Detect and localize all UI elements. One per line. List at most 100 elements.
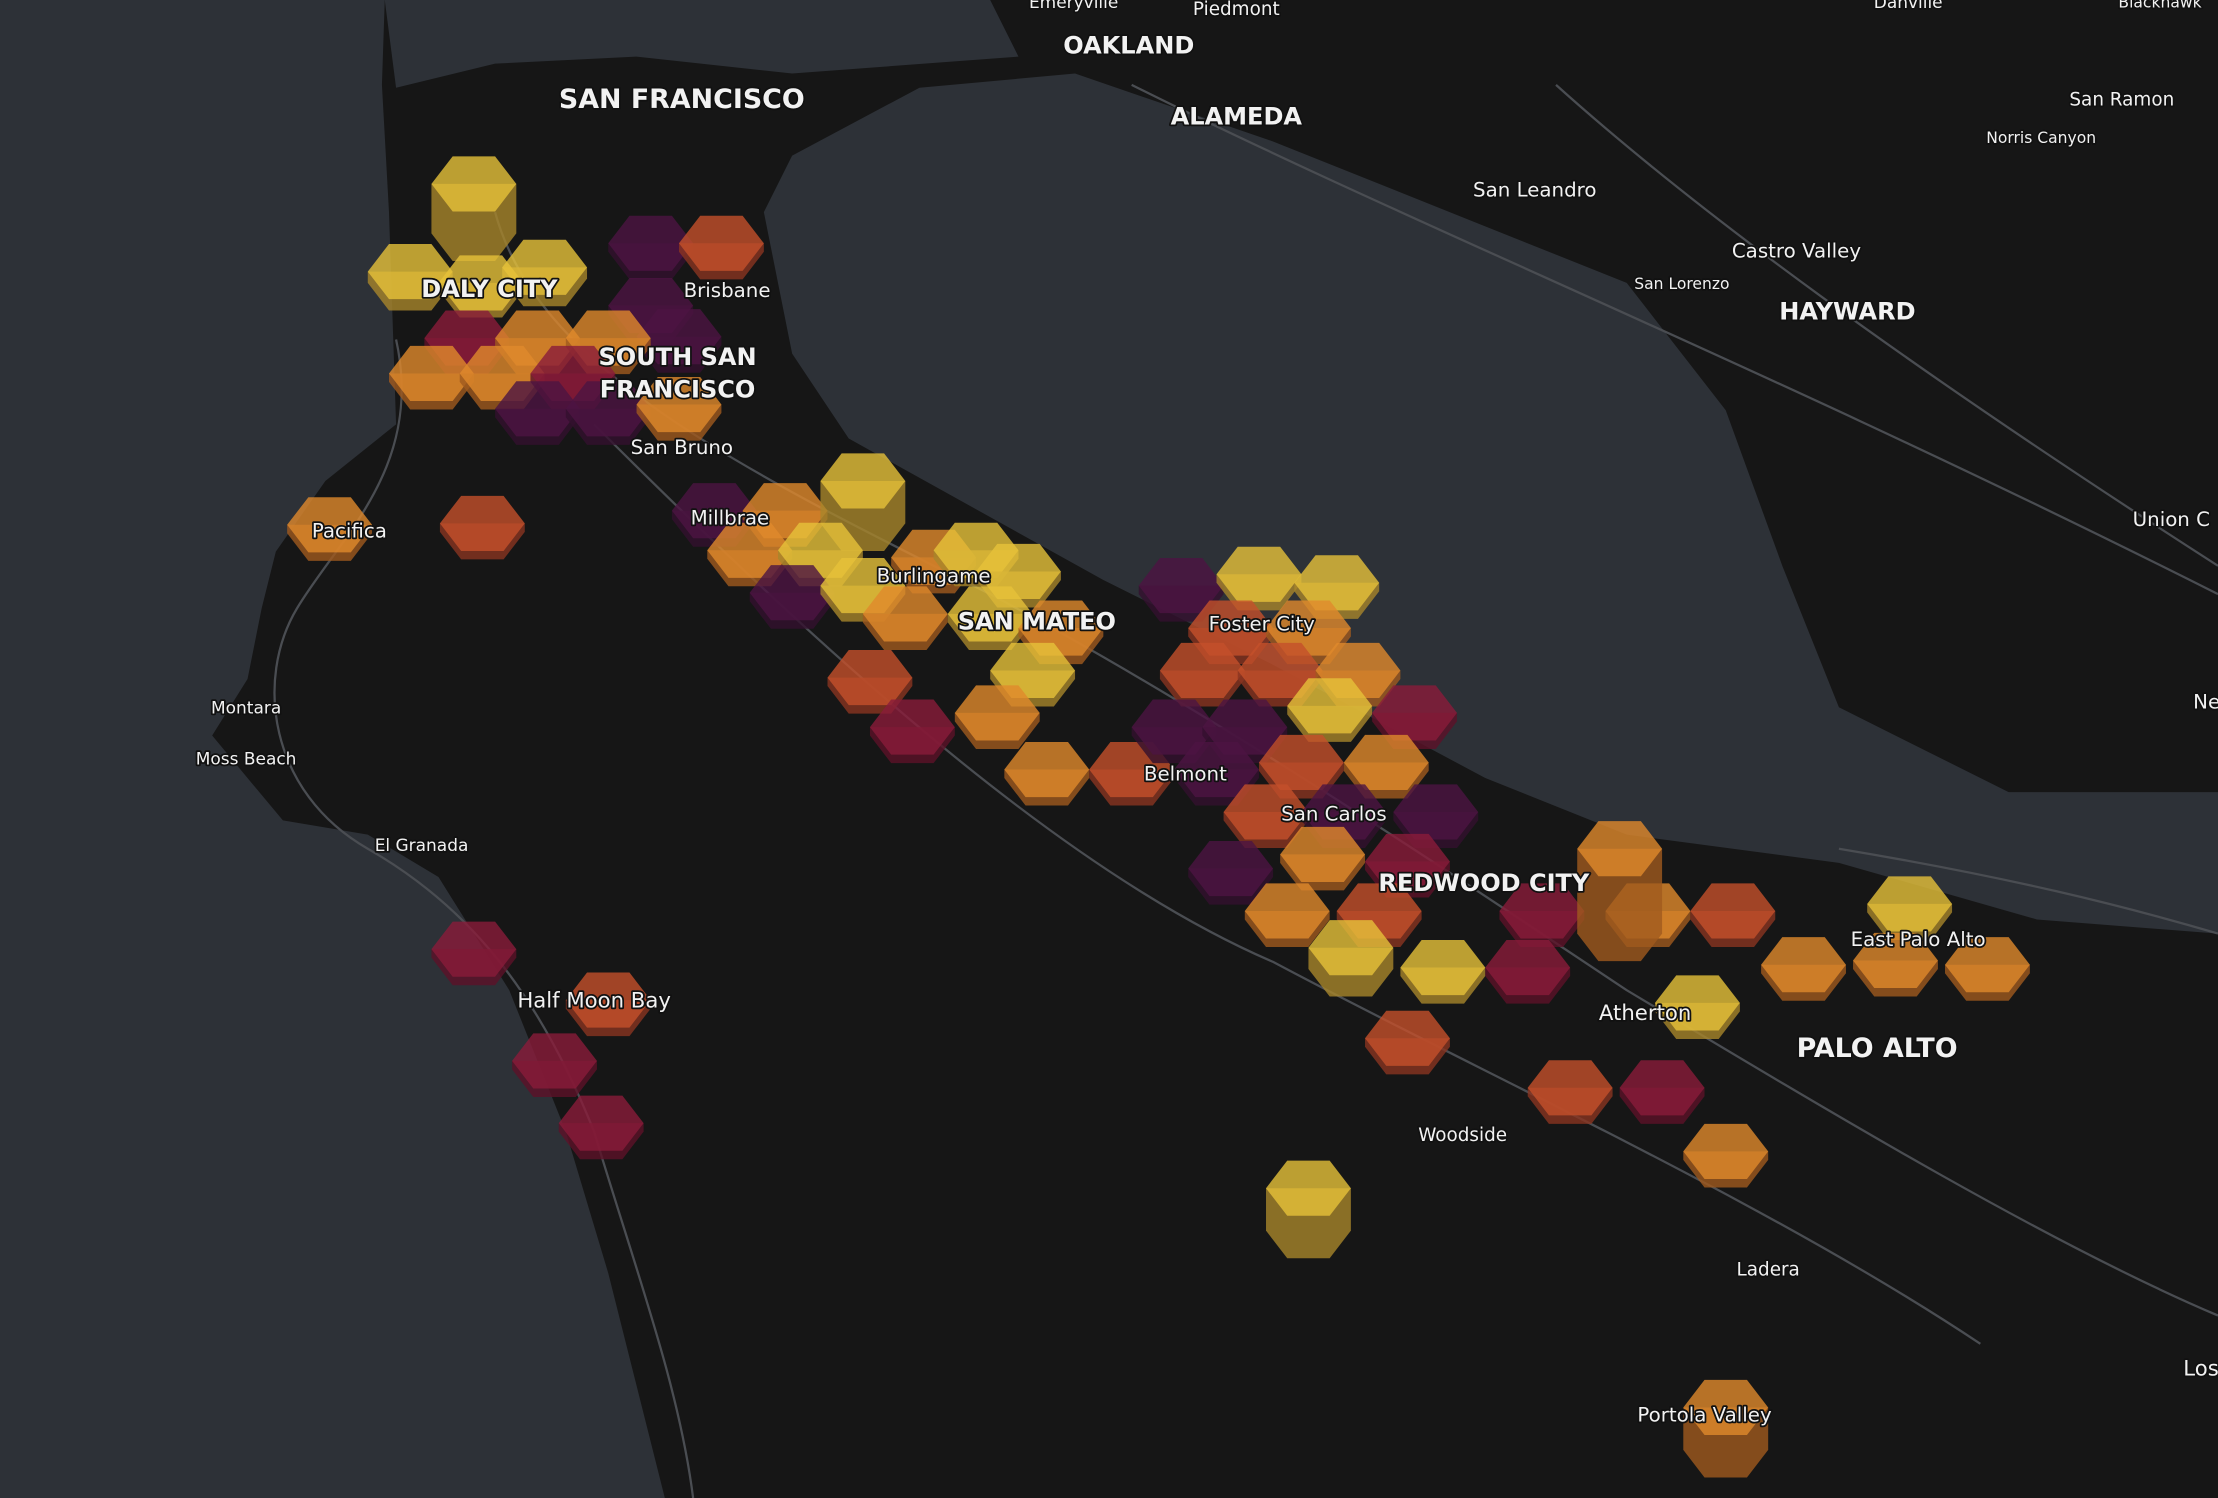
hexbins xyxy=(287,156,2030,1478)
place-label: San Carlos xyxy=(1281,802,1387,825)
place-label: Piedmont xyxy=(1193,0,1280,20)
hexbin xyxy=(1244,883,1330,939)
place-label: East Palo Alto xyxy=(1851,928,1986,951)
hexbin xyxy=(1258,734,1344,791)
place-label: Moss Beach xyxy=(196,750,297,770)
hexbin xyxy=(1004,741,1090,798)
hexbin xyxy=(1202,699,1288,755)
place-label: FRANCISCO xyxy=(600,375,756,403)
hexbin xyxy=(707,522,793,578)
place-label: PALO ALTO xyxy=(1797,1033,1958,1064)
hexbin xyxy=(565,381,651,437)
hexbin xyxy=(749,565,835,621)
hexbin xyxy=(1174,741,1259,798)
hexbin xyxy=(439,495,525,551)
hexbin xyxy=(1308,920,1394,976)
hexbin xyxy=(1280,826,1366,882)
place-label: San Lorenzo xyxy=(1634,275,1729,293)
hexbin xyxy=(954,685,1040,741)
hexbin xyxy=(1683,1379,1769,1436)
hexbin xyxy=(1577,821,1663,877)
hexbin xyxy=(608,215,694,271)
place-label: Danville xyxy=(1874,0,1943,13)
place-label: SAN FRANCISCO xyxy=(559,84,805,115)
place-label: Castro Valley xyxy=(1732,239,1861,262)
hexbin xyxy=(1393,784,1479,840)
place-label: Emeryville xyxy=(1029,0,1118,13)
hexbin xyxy=(1266,600,1351,656)
hexbin xyxy=(367,244,453,300)
place-label: Norris Canyon xyxy=(1986,129,2096,147)
place-label: El Granada xyxy=(375,836,469,856)
hexbin xyxy=(1216,546,1302,602)
hexbin xyxy=(1223,784,1309,840)
place-label: OAKLAND xyxy=(1063,32,1194,60)
place-label: Pacifica xyxy=(312,519,387,542)
hexbin xyxy=(1287,678,1373,734)
hexbin xyxy=(287,497,373,553)
place-label: Ne xyxy=(2193,691,2218,714)
hexbin xyxy=(1294,555,1380,611)
place-label: Millbrae xyxy=(691,507,770,530)
hexbin xyxy=(1853,932,1938,989)
hexbin xyxy=(947,586,1033,642)
hexbin xyxy=(565,972,651,1028)
hexbin xyxy=(1018,600,1104,656)
hexbin xyxy=(495,381,580,437)
hexbin xyxy=(1499,883,1585,939)
place-label: Ladera xyxy=(1737,1259,1800,1280)
hexbin xyxy=(820,453,906,509)
hexbin xyxy=(869,699,955,755)
hexbin xyxy=(1266,1160,1351,1216)
place-label: Brisbane xyxy=(684,279,771,302)
place-label: DALY CITY xyxy=(421,275,558,303)
place-labels: Emeryville Piedmont OAKLAND Danville Blackha… xyxy=(194,0,2218,1428)
hexbin xyxy=(1188,600,1274,656)
hexbin xyxy=(431,156,517,212)
place-label: San Bruno xyxy=(631,436,733,459)
hexbin xyxy=(1365,1010,1450,1066)
hexbin xyxy=(1400,939,1486,996)
place-label: Los xyxy=(2183,1356,2218,1381)
place-label: Atherton xyxy=(1599,1001,1691,1026)
north-bay xyxy=(384,0,1019,88)
hexbin xyxy=(1944,937,2030,993)
place-label: San Ramon xyxy=(2069,89,2174,110)
hexbin xyxy=(388,345,474,402)
place-label: REDWOOD CITY xyxy=(1378,869,1590,897)
hexbin xyxy=(990,642,1076,699)
hexbin xyxy=(1690,883,1776,939)
place-label: Half Moon Bay xyxy=(517,988,671,1013)
hexbin xyxy=(1138,558,1224,614)
hexbin xyxy=(1527,1060,1613,1116)
place-label: Burlingame xyxy=(877,565,991,588)
hexbin xyxy=(1301,784,1387,840)
hexbin xyxy=(502,239,588,295)
place-label: Portola Valley xyxy=(1637,1403,1772,1426)
hexbin xyxy=(1131,699,1217,755)
place-label: Montara xyxy=(211,699,281,719)
hexbin xyxy=(1188,840,1274,897)
hexbin xyxy=(1619,1060,1705,1116)
hexbin xyxy=(1372,685,1457,741)
ocean xyxy=(0,0,665,1498)
hexbin xyxy=(431,921,517,977)
hexbin xyxy=(438,255,524,311)
place-label: SOUTH SAN xyxy=(598,343,756,371)
hexbin xyxy=(512,1033,597,1089)
place-label: Foster City xyxy=(1209,613,1316,636)
hexbin xyxy=(862,586,948,642)
hexbin xyxy=(558,1095,644,1151)
place-label: Union C xyxy=(2133,508,2210,531)
hexbin xyxy=(827,650,913,706)
hexbin xyxy=(1683,1123,1769,1179)
hexbin xyxy=(1867,876,1953,932)
place-label: HAYWARD xyxy=(1779,298,1915,326)
place-label: SAN MATEO xyxy=(958,607,1116,635)
hexbin xyxy=(1485,939,1571,996)
hexbin xyxy=(976,543,1061,600)
hexbin xyxy=(678,215,764,271)
hexbin xyxy=(636,309,722,365)
hexbin xyxy=(636,376,722,433)
hexbin xyxy=(1655,975,1740,1031)
